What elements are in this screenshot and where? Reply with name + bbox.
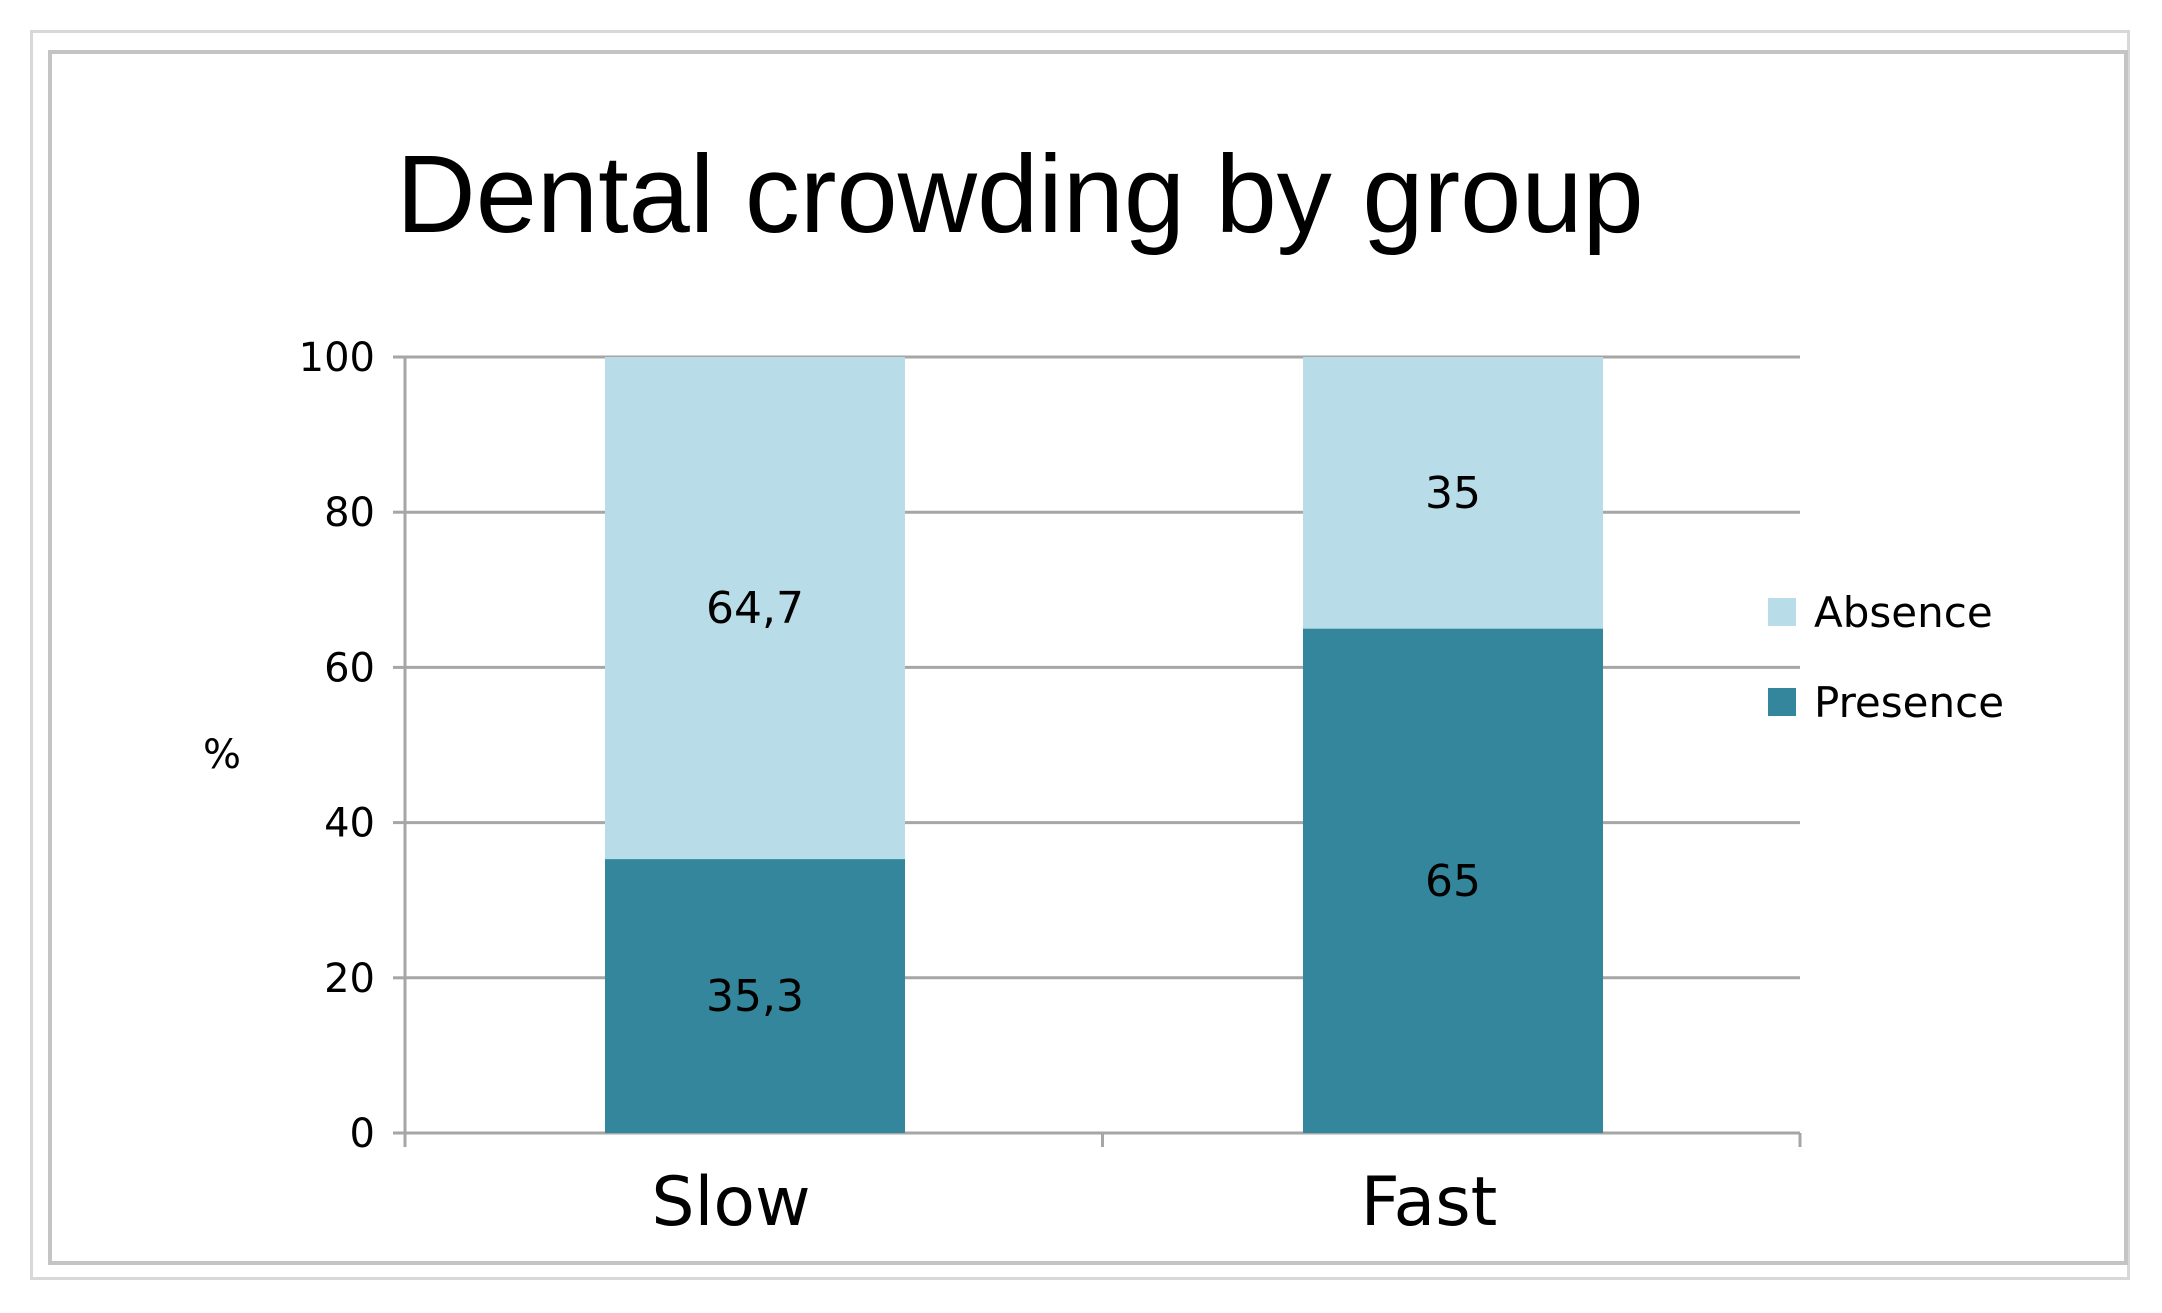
legend-swatch-presence	[1768, 688, 1796, 716]
data-label-absence-fast: 35	[1425, 468, 1481, 519]
x-category-label: Fast	[1361, 1163, 1498, 1242]
data-label-presence-fast: 65	[1425, 856, 1481, 907]
data-label-presence-slow: 35,3	[706, 971, 804, 1022]
y-tick-label: 60	[324, 645, 375, 691]
legend-label-presence: Presence	[1814, 678, 2004, 727]
bar-absence-fast	[1303, 357, 1603, 629]
data-label-absence-slow: 64,7	[706, 583, 804, 634]
y-tick-label: 0	[350, 1111, 375, 1157]
bar-presence-fast	[1303, 628, 1603, 1133]
bars	[605, 357, 1603, 1133]
y-tick-label: 80	[324, 490, 375, 536]
labels: 0 20 40 60 80 100% 35,3 64,7 Slow 65 35 Fast	[203, 335, 1497, 1242]
y-tick-label: 40	[324, 801, 375, 847]
legend: Absence Presence	[1768, 588, 2004, 727]
legend-swatch-absence	[1768, 598, 1796, 626]
bar-absence-slow	[605, 357, 905, 860]
y-tick-label: 100	[299, 335, 375, 381]
chart-frame	[48, 50, 2128, 1265]
chart-title: Dental crowding by group	[396, 133, 1643, 256]
bar-presence-slow	[605, 859, 905, 1133]
legend-label-absence: Absence	[1814, 588, 1993, 637]
y-tick-label: 20	[324, 956, 375, 1002]
x-category-label: Slow	[651, 1163, 810, 1242]
y-axis-label: %	[203, 732, 241, 778]
